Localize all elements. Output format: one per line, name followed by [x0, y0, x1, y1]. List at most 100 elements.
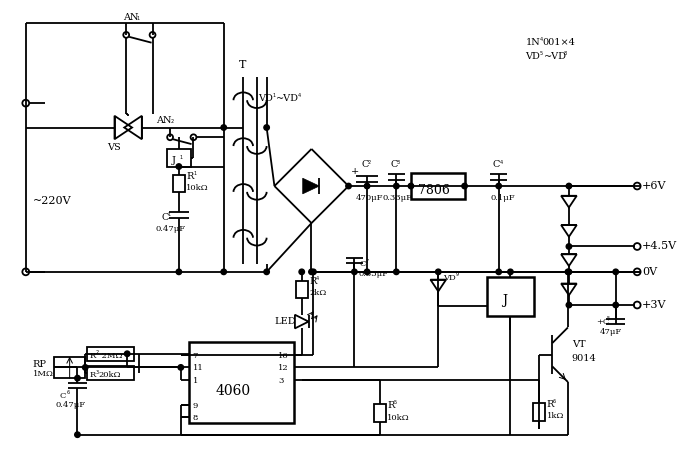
- Text: $_1$: $_1$: [192, 169, 197, 178]
- Circle shape: [565, 269, 571, 275]
- Text: C: C: [162, 213, 168, 222]
- Circle shape: [566, 269, 572, 275]
- Text: 0.33μF: 0.33μF: [358, 270, 388, 278]
- Text: $_1$: $_1$: [167, 211, 172, 219]
- Text: 10kΩ: 10kΩ: [387, 414, 409, 422]
- Text: R: R: [187, 172, 194, 181]
- Text: ~VD: ~VD: [276, 94, 299, 103]
- Text: $_5$: $_5$: [394, 399, 398, 407]
- Text: $_7$: $_7$: [365, 257, 370, 266]
- Text: 1: 1: [192, 377, 198, 385]
- Text: 2MΩ: 2MΩ: [99, 352, 122, 360]
- Circle shape: [311, 269, 316, 275]
- Text: $_9$: $_9$: [455, 271, 460, 280]
- Text: $_2$: $_2$: [367, 159, 372, 167]
- Circle shape: [613, 269, 619, 275]
- Text: AN: AN: [123, 13, 138, 22]
- Text: 11: 11: [192, 364, 203, 372]
- Circle shape: [436, 269, 441, 275]
- Circle shape: [394, 269, 399, 275]
- Circle shape: [613, 302, 619, 308]
- Text: $_1$: $_1$: [136, 14, 140, 23]
- Text: $_4$: $_4$: [539, 36, 544, 44]
- Text: R: R: [546, 400, 554, 409]
- Text: $_3$: $_3$: [396, 159, 401, 167]
- Text: $_2$: $_2$: [95, 349, 100, 357]
- Text: AN: AN: [156, 116, 172, 125]
- Text: 20kΩ: 20kΩ: [99, 371, 121, 379]
- Circle shape: [309, 269, 314, 275]
- Text: $_3$: $_3$: [95, 368, 100, 377]
- Text: 1kΩ: 1kΩ: [546, 412, 564, 420]
- Text: 001×4: 001×4: [543, 38, 576, 47]
- Text: RP: RP: [33, 360, 46, 369]
- Circle shape: [299, 269, 304, 275]
- Circle shape: [264, 269, 269, 275]
- Text: 470μF: 470μF: [355, 194, 383, 202]
- Bar: [411, 173, 464, 199]
- Circle shape: [496, 269, 501, 275]
- Text: ~220V: ~220V: [33, 196, 71, 206]
- Circle shape: [176, 164, 181, 169]
- Text: R: R: [310, 277, 317, 286]
- Text: 7: 7: [192, 352, 198, 360]
- Text: 0.1μF: 0.1μF: [491, 194, 516, 202]
- Text: $_5$: $_5$: [606, 315, 611, 323]
- Text: R: R: [387, 401, 395, 410]
- Circle shape: [566, 244, 572, 249]
- Circle shape: [462, 183, 467, 189]
- Text: 0.33μF: 0.33μF: [383, 194, 413, 202]
- Text: +6V: +6V: [642, 181, 666, 191]
- Circle shape: [221, 269, 226, 275]
- Bar: [296, 280, 308, 298]
- Text: $_8$: $_8$: [563, 49, 568, 58]
- Circle shape: [352, 269, 357, 275]
- Text: LED: LED: [274, 317, 296, 326]
- Circle shape: [75, 432, 80, 438]
- Text: 0V: 0V: [642, 267, 657, 277]
- Circle shape: [566, 302, 572, 308]
- Text: R: R: [89, 371, 95, 379]
- Circle shape: [566, 183, 572, 189]
- Text: 47μF: 47μF: [600, 328, 623, 336]
- Text: C: C: [60, 392, 66, 400]
- Text: J: J: [172, 156, 176, 165]
- Text: $_4$: $_4$: [315, 275, 321, 283]
- Circle shape: [507, 269, 513, 275]
- Text: 9014: 9014: [572, 354, 597, 363]
- Text: 0.47μF: 0.47μF: [56, 401, 86, 410]
- Text: +: +: [351, 167, 359, 176]
- Text: $_1$: $_1$: [271, 92, 276, 100]
- Text: VD: VD: [525, 52, 540, 61]
- Text: 8: 8: [192, 414, 198, 422]
- Circle shape: [264, 125, 269, 130]
- Circle shape: [83, 365, 88, 370]
- Text: 10kΩ: 10kΩ: [186, 184, 208, 192]
- Text: 0.47μF: 0.47μF: [155, 225, 186, 233]
- Text: J: J: [502, 294, 507, 307]
- Text: $_6$: $_6$: [552, 398, 557, 406]
- Text: VD: VD: [258, 94, 273, 103]
- Text: $_2$: $_2$: [170, 118, 175, 126]
- Text: VD: VD: [443, 274, 456, 282]
- Bar: [173, 175, 185, 193]
- Bar: [54, 357, 85, 378]
- Text: $_5$: $_5$: [539, 49, 544, 58]
- Text: 16: 16: [278, 352, 289, 360]
- Text: 12: 12: [278, 364, 289, 372]
- Text: 9: 9: [192, 402, 198, 410]
- Circle shape: [221, 125, 226, 130]
- Text: VT: VT: [572, 341, 585, 349]
- Text: T: T: [239, 60, 247, 70]
- Text: +C: +C: [596, 318, 610, 326]
- Circle shape: [75, 376, 80, 381]
- Text: C: C: [493, 160, 500, 169]
- Text: $_1$: $_1$: [179, 154, 183, 163]
- Text: VS: VS: [106, 143, 121, 151]
- Bar: [374, 405, 385, 422]
- Bar: [87, 366, 134, 380]
- Text: C: C: [359, 260, 366, 268]
- Text: 1N: 1N: [526, 38, 541, 47]
- Circle shape: [364, 183, 370, 189]
- Polygon shape: [303, 178, 319, 194]
